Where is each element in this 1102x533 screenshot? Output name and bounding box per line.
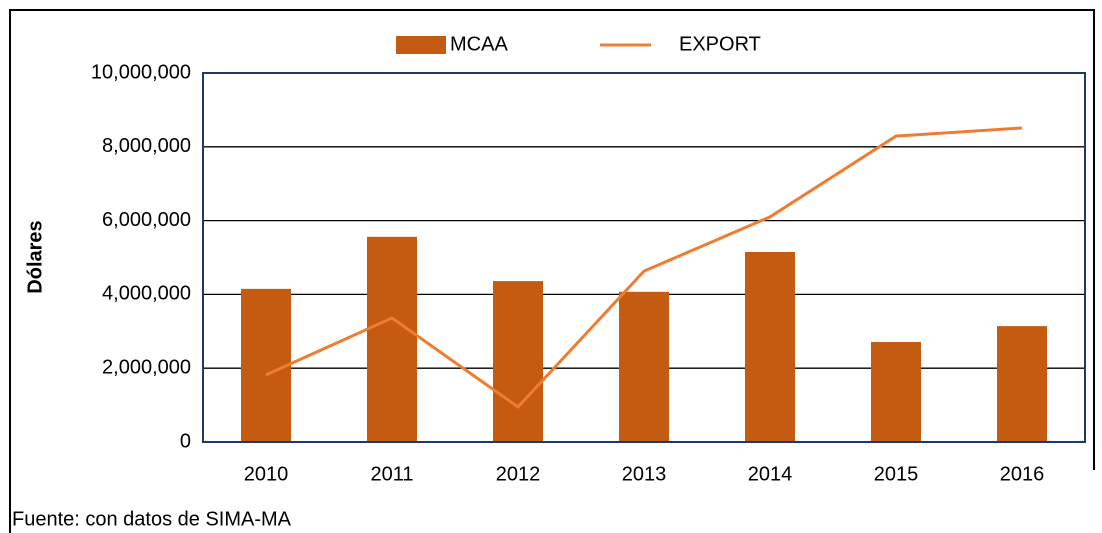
source-note: Fuente: con datos de SIMA-MA (12, 508, 292, 530)
bar (493, 281, 543, 442)
x-tick-label: 2013 (622, 463, 667, 485)
y-tick-label: 2,000,000 (102, 356, 191, 378)
bar (997, 326, 1047, 442)
legend-label: MCAA (450, 33, 508, 55)
chart-frame (9, 9, 1095, 533)
bar (367, 236, 417, 442)
bar (871, 342, 921, 442)
y-axis-label: Dólares (24, 220, 46, 293)
y-tick-label: 4,000,000 (102, 283, 191, 305)
legend-label: EXPORT (679, 33, 761, 55)
y-tick-label: 0 (180, 430, 191, 452)
y-tick-label: 6,000,000 (102, 209, 191, 231)
legend-swatch (396, 36, 446, 54)
plot-border (202, 72, 1086, 443)
x-tick-label: 2012 (496, 463, 541, 485)
y-tick-label: 10,000,000 (91, 61, 191, 83)
x-tick-label: 2010 (244, 463, 289, 485)
bar (241, 288, 291, 442)
x-tick-label: 2011 (370, 463, 413, 485)
x-tick-label: 2015 (874, 463, 919, 485)
x-tick-label: 2016 (1000, 463, 1045, 485)
x-tick-label: 2014 (748, 463, 793, 485)
bar (619, 291, 669, 442)
bar (745, 251, 795, 442)
line (265, 126, 1023, 409)
y-tick-label: 8,000,000 (102, 135, 191, 157)
